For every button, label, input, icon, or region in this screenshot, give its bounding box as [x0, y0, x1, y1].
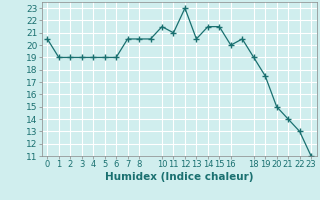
X-axis label: Humidex (Indice chaleur): Humidex (Indice chaleur) [105, 172, 253, 182]
